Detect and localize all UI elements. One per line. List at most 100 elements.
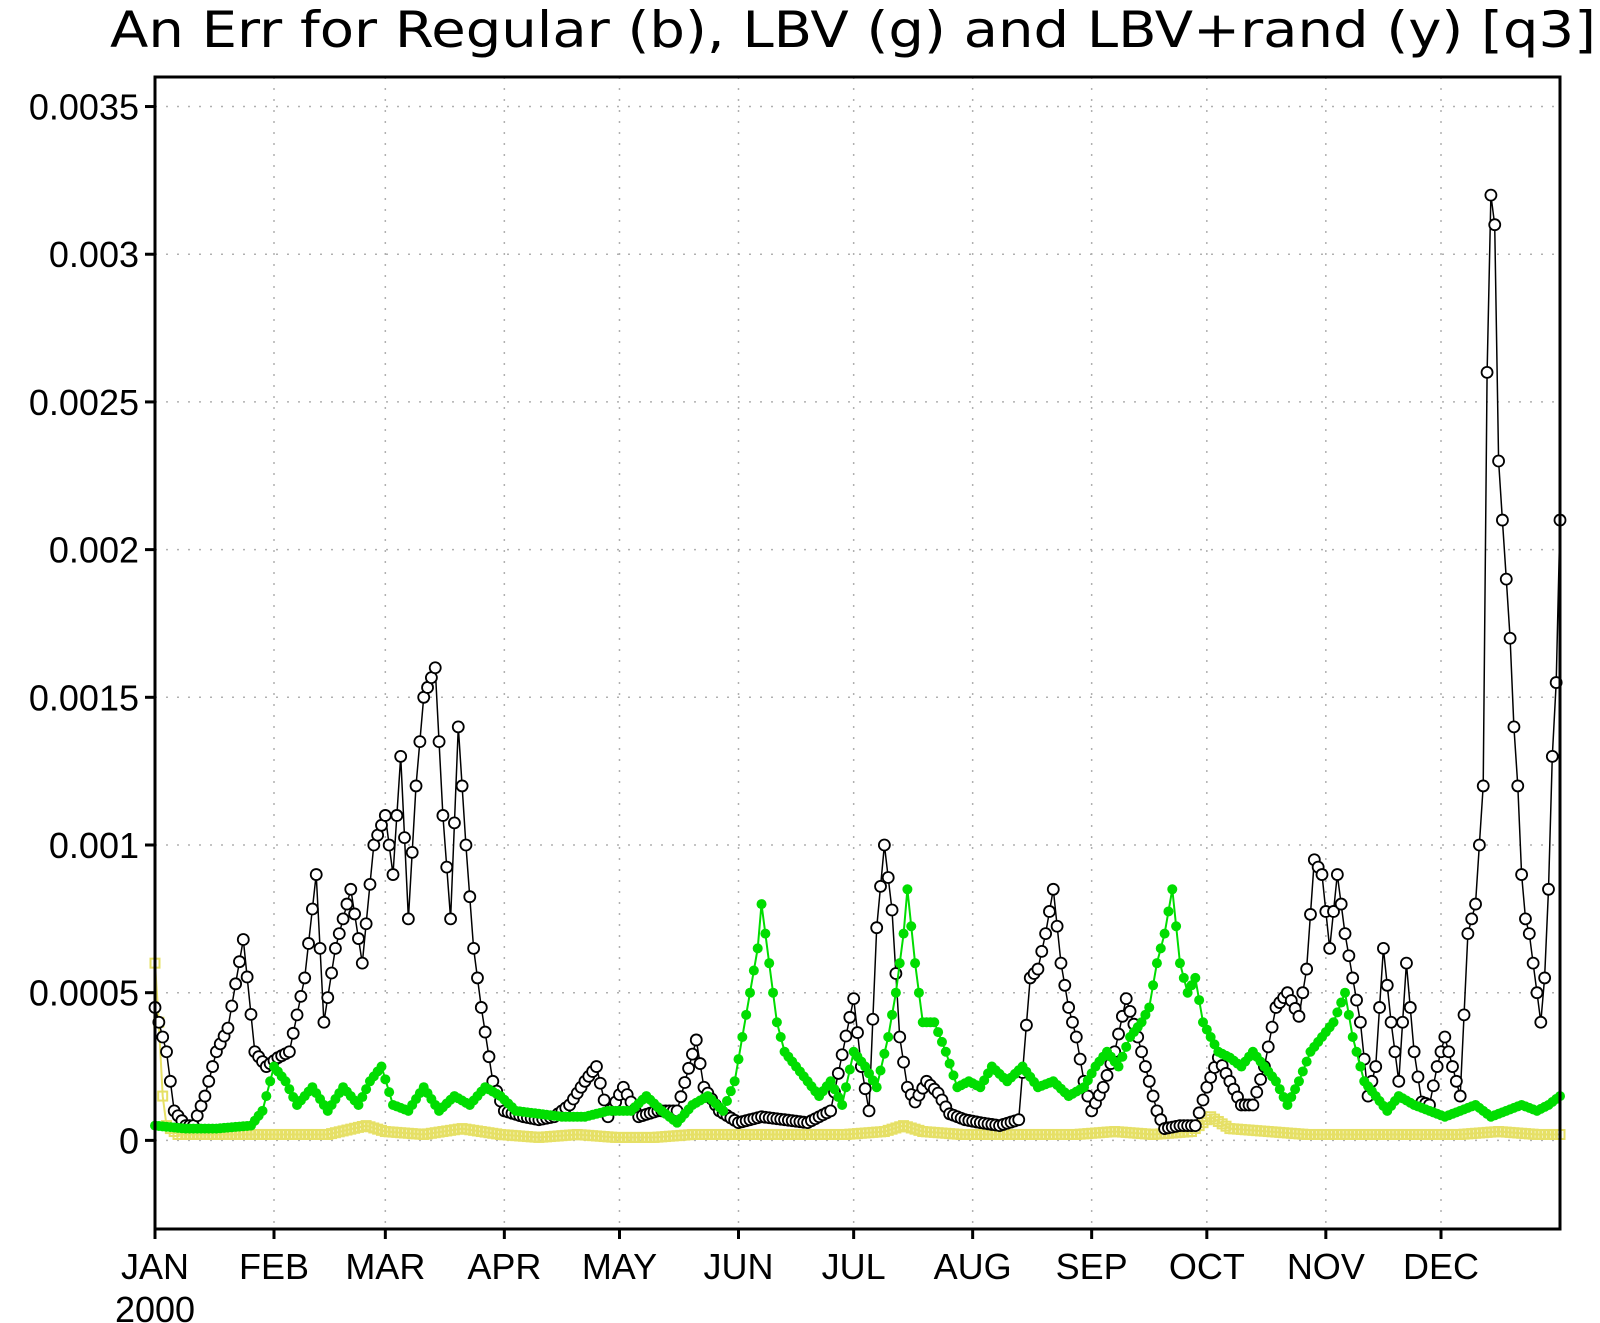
data-point (590, 1060, 603, 1073)
data-point (1197, 1017, 1208, 1028)
data-point (847, 992, 861, 1005)
data-point (674, 1090, 688, 1104)
data-point (409, 779, 423, 793)
data-point (463, 890, 477, 904)
x-tick-label: FEB (239, 1246, 309, 1287)
data-point (359, 917, 373, 931)
data-point (1328, 1017, 1339, 1028)
data-point (257, 1105, 268, 1116)
data-point (1519, 912, 1532, 926)
data-point (244, 1007, 258, 1021)
data-point (1515, 868, 1529, 881)
data-point (1274, 1084, 1285, 1095)
data-point (1380, 978, 1394, 992)
data-point (898, 928, 909, 939)
data-point (745, 987, 756, 998)
data-point (771, 1017, 782, 1028)
data-point (885, 903, 899, 917)
data-point (1297, 1066, 1308, 1077)
x-tick-label: MAY (582, 1246, 657, 1287)
data-point (405, 845, 419, 859)
data-point (233, 955, 246, 969)
data-point (467, 941, 481, 955)
data-point (1334, 897, 1348, 911)
data-point (1192, 1106, 1206, 1120)
data-point (1499, 572, 1513, 586)
data-point (1054, 956, 1068, 970)
data-point (897, 1055, 910, 1069)
data-point (1136, 1017, 1147, 1028)
data-point (401, 912, 415, 926)
data-point (775, 1032, 786, 1042)
data-point (933, 1027, 944, 1038)
data-point (1146, 1089, 1160, 1103)
data-point (1261, 1040, 1275, 1054)
data-point (474, 1001, 488, 1014)
data-point (394, 749, 408, 763)
data-point (1020, 1018, 1033, 1032)
data-point (1453, 1089, 1467, 1103)
data-point (835, 1048, 849, 1062)
data-point (1438, 1030, 1452, 1044)
data-point (1135, 1045, 1148, 1059)
data-point (1196, 1093, 1210, 1107)
data-point (1265, 1020, 1279, 1034)
data-point (871, 1082, 882, 1093)
data-point (843, 1010, 857, 1024)
data-point (1488, 218, 1502, 232)
data-point (1469, 897, 1482, 911)
data-point (1296, 986, 1310, 1000)
data-point (1346, 971, 1360, 985)
data-point (1377, 941, 1390, 955)
data-point (1496, 513, 1509, 527)
data-point (1174, 958, 1185, 969)
data-point (1503, 631, 1517, 645)
data-point (451, 720, 465, 734)
data-point (1332, 1007, 1343, 1018)
data-point (384, 1087, 395, 1098)
data-point (336, 912, 350, 926)
data-point (1163, 906, 1174, 917)
data-point (1182, 987, 1193, 998)
data-point (282, 1045, 296, 1059)
data-point (317, 1015, 331, 1029)
data-point (1012, 1113, 1026, 1127)
data-point (313, 941, 327, 955)
data-point (382, 838, 396, 852)
data-point (1411, 1070, 1425, 1084)
data-point (879, 1048, 890, 1059)
data-point (329, 941, 342, 955)
data-point (309, 868, 323, 881)
data-point (355, 956, 369, 970)
y-tick-label: 0.003 (49, 234, 139, 275)
data-point (444, 912, 457, 926)
data-point (286, 1026, 300, 1040)
data-point (1338, 927, 1352, 941)
data-point (1043, 905, 1056, 918)
data-point (1457, 1008, 1471, 1022)
x-tick-label: MAR (345, 1246, 425, 1287)
data-point (325, 966, 338, 980)
data-point (344, 882, 358, 896)
data-point (874, 879, 887, 893)
data-point (1507, 720, 1521, 734)
data-point (929, 1017, 940, 1028)
data-point (875, 1065, 886, 1076)
data-point (1492, 454, 1505, 468)
data-point (1353, 1015, 1367, 1029)
data-point (725, 1086, 736, 1097)
data-point (893, 1030, 907, 1044)
data-point (829, 1084, 840, 1095)
data-point (1347, 1032, 1358, 1042)
data-point (948, 1070, 959, 1081)
data-point (1050, 919, 1064, 933)
data-point (1392, 1074, 1406, 1088)
data-point (902, 884, 913, 895)
data-point (1351, 1046, 1362, 1057)
series-0 (148, 188, 1567, 1135)
data-point (1123, 1005, 1137, 1018)
data-point (1188, 1119, 1202, 1133)
data-point (862, 1104, 876, 1118)
data-point (290, 1008, 304, 1022)
data-point (839, 1029, 853, 1043)
